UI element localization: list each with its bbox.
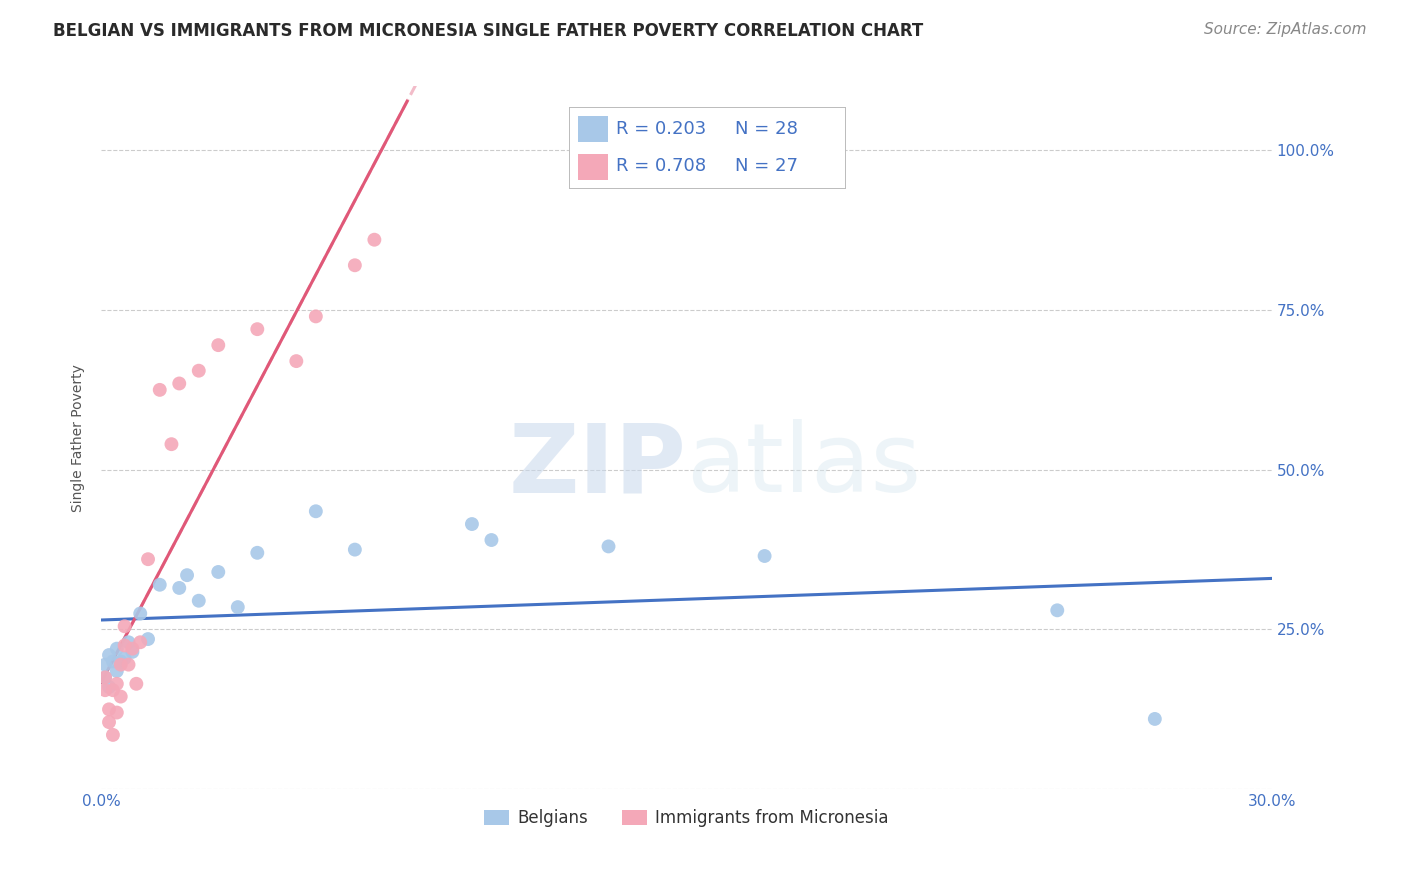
Point <box>101 655 124 669</box>
Point <box>98 680 121 694</box>
Point <box>129 635 152 649</box>
Point <box>207 565 229 579</box>
Point <box>98 715 121 730</box>
Point <box>207 338 229 352</box>
Point <box>117 635 139 649</box>
Point <box>94 670 117 684</box>
Point <box>149 578 172 592</box>
Point <box>461 517 484 532</box>
Text: Source: ZipAtlas.com: Source: ZipAtlas.com <box>1204 22 1367 37</box>
Point <box>363 233 385 247</box>
Point <box>110 655 132 669</box>
Point <box>149 383 172 397</box>
Point <box>94 670 117 684</box>
Point <box>136 552 159 566</box>
Point <box>187 593 209 607</box>
Point <box>285 354 308 368</box>
Point <box>246 322 269 336</box>
Point <box>94 657 117 672</box>
Point <box>105 641 128 656</box>
Point <box>305 310 328 324</box>
Point <box>101 728 124 742</box>
Point <box>105 664 128 678</box>
Point <box>121 641 143 656</box>
Point <box>160 437 183 451</box>
Point <box>101 683 124 698</box>
Point <box>246 546 269 560</box>
Text: atlas: atlas <box>686 419 922 512</box>
Text: ZIP: ZIP <box>509 419 686 512</box>
Point <box>98 648 121 662</box>
Point <box>343 542 366 557</box>
Point <box>136 632 159 646</box>
Point <box>121 645 143 659</box>
Point <box>1046 603 1069 617</box>
Point <box>1143 712 1166 726</box>
Point <box>129 607 152 621</box>
Point <box>98 702 121 716</box>
Point <box>114 651 136 665</box>
Point <box>110 657 132 672</box>
Point <box>343 258 366 272</box>
Point <box>167 376 190 391</box>
Text: BELGIAN VS IMMIGRANTS FROM MICRONESIA SINGLE FATHER POVERTY CORRELATION CHART: BELGIAN VS IMMIGRANTS FROM MICRONESIA SI… <box>53 22 924 40</box>
Point <box>117 657 139 672</box>
Point <box>167 581 190 595</box>
Point <box>105 677 128 691</box>
Point <box>114 639 136 653</box>
Point <box>110 690 132 704</box>
Point <box>754 549 776 563</box>
Legend: Belgians, Immigrants from Micronesia: Belgians, Immigrants from Micronesia <box>478 802 896 834</box>
Point <box>94 683 117 698</box>
Point <box>187 364 209 378</box>
Point <box>105 706 128 720</box>
Point <box>125 677 148 691</box>
Point <box>226 600 249 615</box>
Y-axis label: Single Father Poverty: Single Father Poverty <box>72 364 86 512</box>
Point <box>114 619 136 633</box>
Point <box>598 540 620 554</box>
Point <box>305 504 328 518</box>
Point <box>176 568 198 582</box>
Point <box>481 533 503 547</box>
